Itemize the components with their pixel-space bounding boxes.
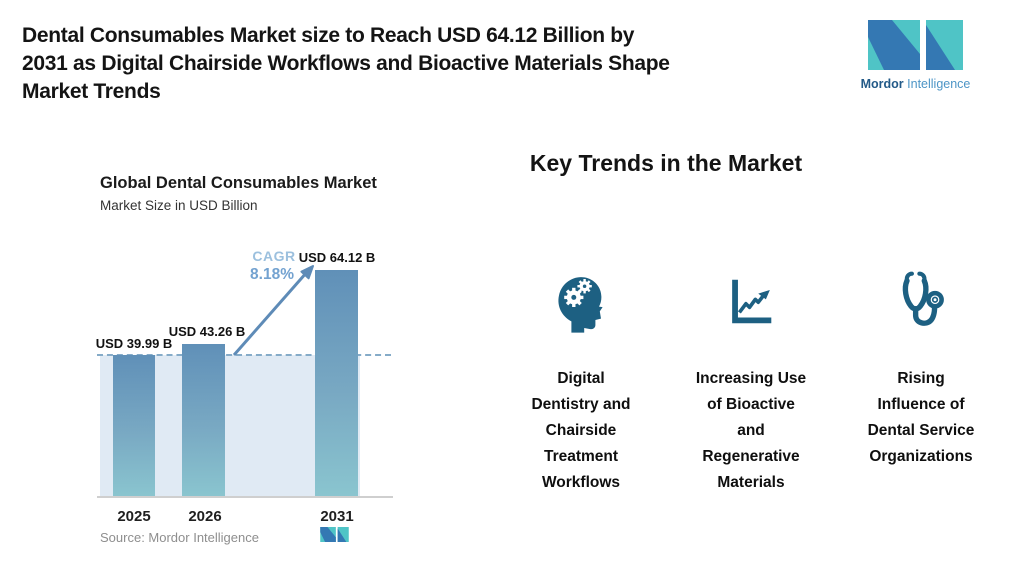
brand-name: Mordor Intelligence bbox=[861, 77, 971, 91]
mordor-mini-logo-icon bbox=[320, 527, 349, 542]
market-size-chart: Global Dental Consumables Market Market … bbox=[85, 160, 405, 565]
x-tick-2025: 2025 bbox=[117, 508, 151, 525]
trend-item-bioactive-materials: Increasing Use of Bioactive and Regenera… bbox=[666, 268, 836, 496]
brand-name-bold: Mordor bbox=[860, 77, 904, 91]
trend-item-dental-service-orgs: Rising Influence of Dental Service Organ… bbox=[836, 268, 1006, 496]
source-note: Source: Mordor Intelligence bbox=[100, 530, 259, 545]
bar-2026 bbox=[182, 344, 225, 497]
trend-label-dental-service-orgs: Rising Influence of Dental Service Organ… bbox=[867, 370, 975, 465]
trend-label-bioactive-materials: Increasing Use of Bioactive and Regenera… bbox=[695, 370, 807, 491]
stethoscope-icon bbox=[888, 268, 954, 338]
bar-value-label-2026: USD 43.26 B bbox=[168, 324, 246, 339]
bar-value-label-2031: USD 64.12 B bbox=[298, 250, 376, 265]
bar-2031 bbox=[315, 270, 358, 497]
cagr-value: 8.18% bbox=[250, 266, 294, 283]
trends-heading: Key Trends in the Market bbox=[529, 150, 803, 176]
chart-subtitle: Market Size in USD Billion bbox=[100, 198, 258, 213]
x-tick-2031: 2031 bbox=[320, 508, 354, 525]
trend-columns: Digital Dentistry and Chairside Treatmen… bbox=[496, 268, 1006, 496]
bar-2025 bbox=[113, 355, 155, 497]
chart-title: Global Dental Consumables Market bbox=[100, 174, 377, 192]
bar-value-label-2025: USD 39.99 B bbox=[95, 336, 173, 351]
growth-arrow-icon bbox=[232, 265, 314, 356]
growth-chart-icon bbox=[722, 268, 780, 338]
trend-label-digital-dentistry: Digital Dentistry and Chairside Treatmen… bbox=[531, 370, 631, 491]
page-title: Dental Consumables Market size to Reach … bbox=[22, 24, 670, 103]
head-gears-icon bbox=[549, 268, 613, 338]
x-tick-2026: 2026 bbox=[188, 508, 222, 525]
trend-item-digital-dentistry: Digital Dentistry and Chairside Treatmen… bbox=[496, 268, 666, 496]
baseline-dashed-line bbox=[97, 354, 391, 356]
mordor-intelligence-logo-icon bbox=[868, 20, 963, 70]
brand-logo: Mordor Intelligence bbox=[858, 20, 973, 91]
cagr-label: CAGR bbox=[252, 248, 296, 264]
brand-name-light: Intelligence bbox=[907, 77, 971, 91]
x-axis-line bbox=[97, 496, 393, 498]
chart-plot-area: USD 39.99 B USD 43.26 B USD 64.12 B CAGR… bbox=[85, 160, 405, 498]
